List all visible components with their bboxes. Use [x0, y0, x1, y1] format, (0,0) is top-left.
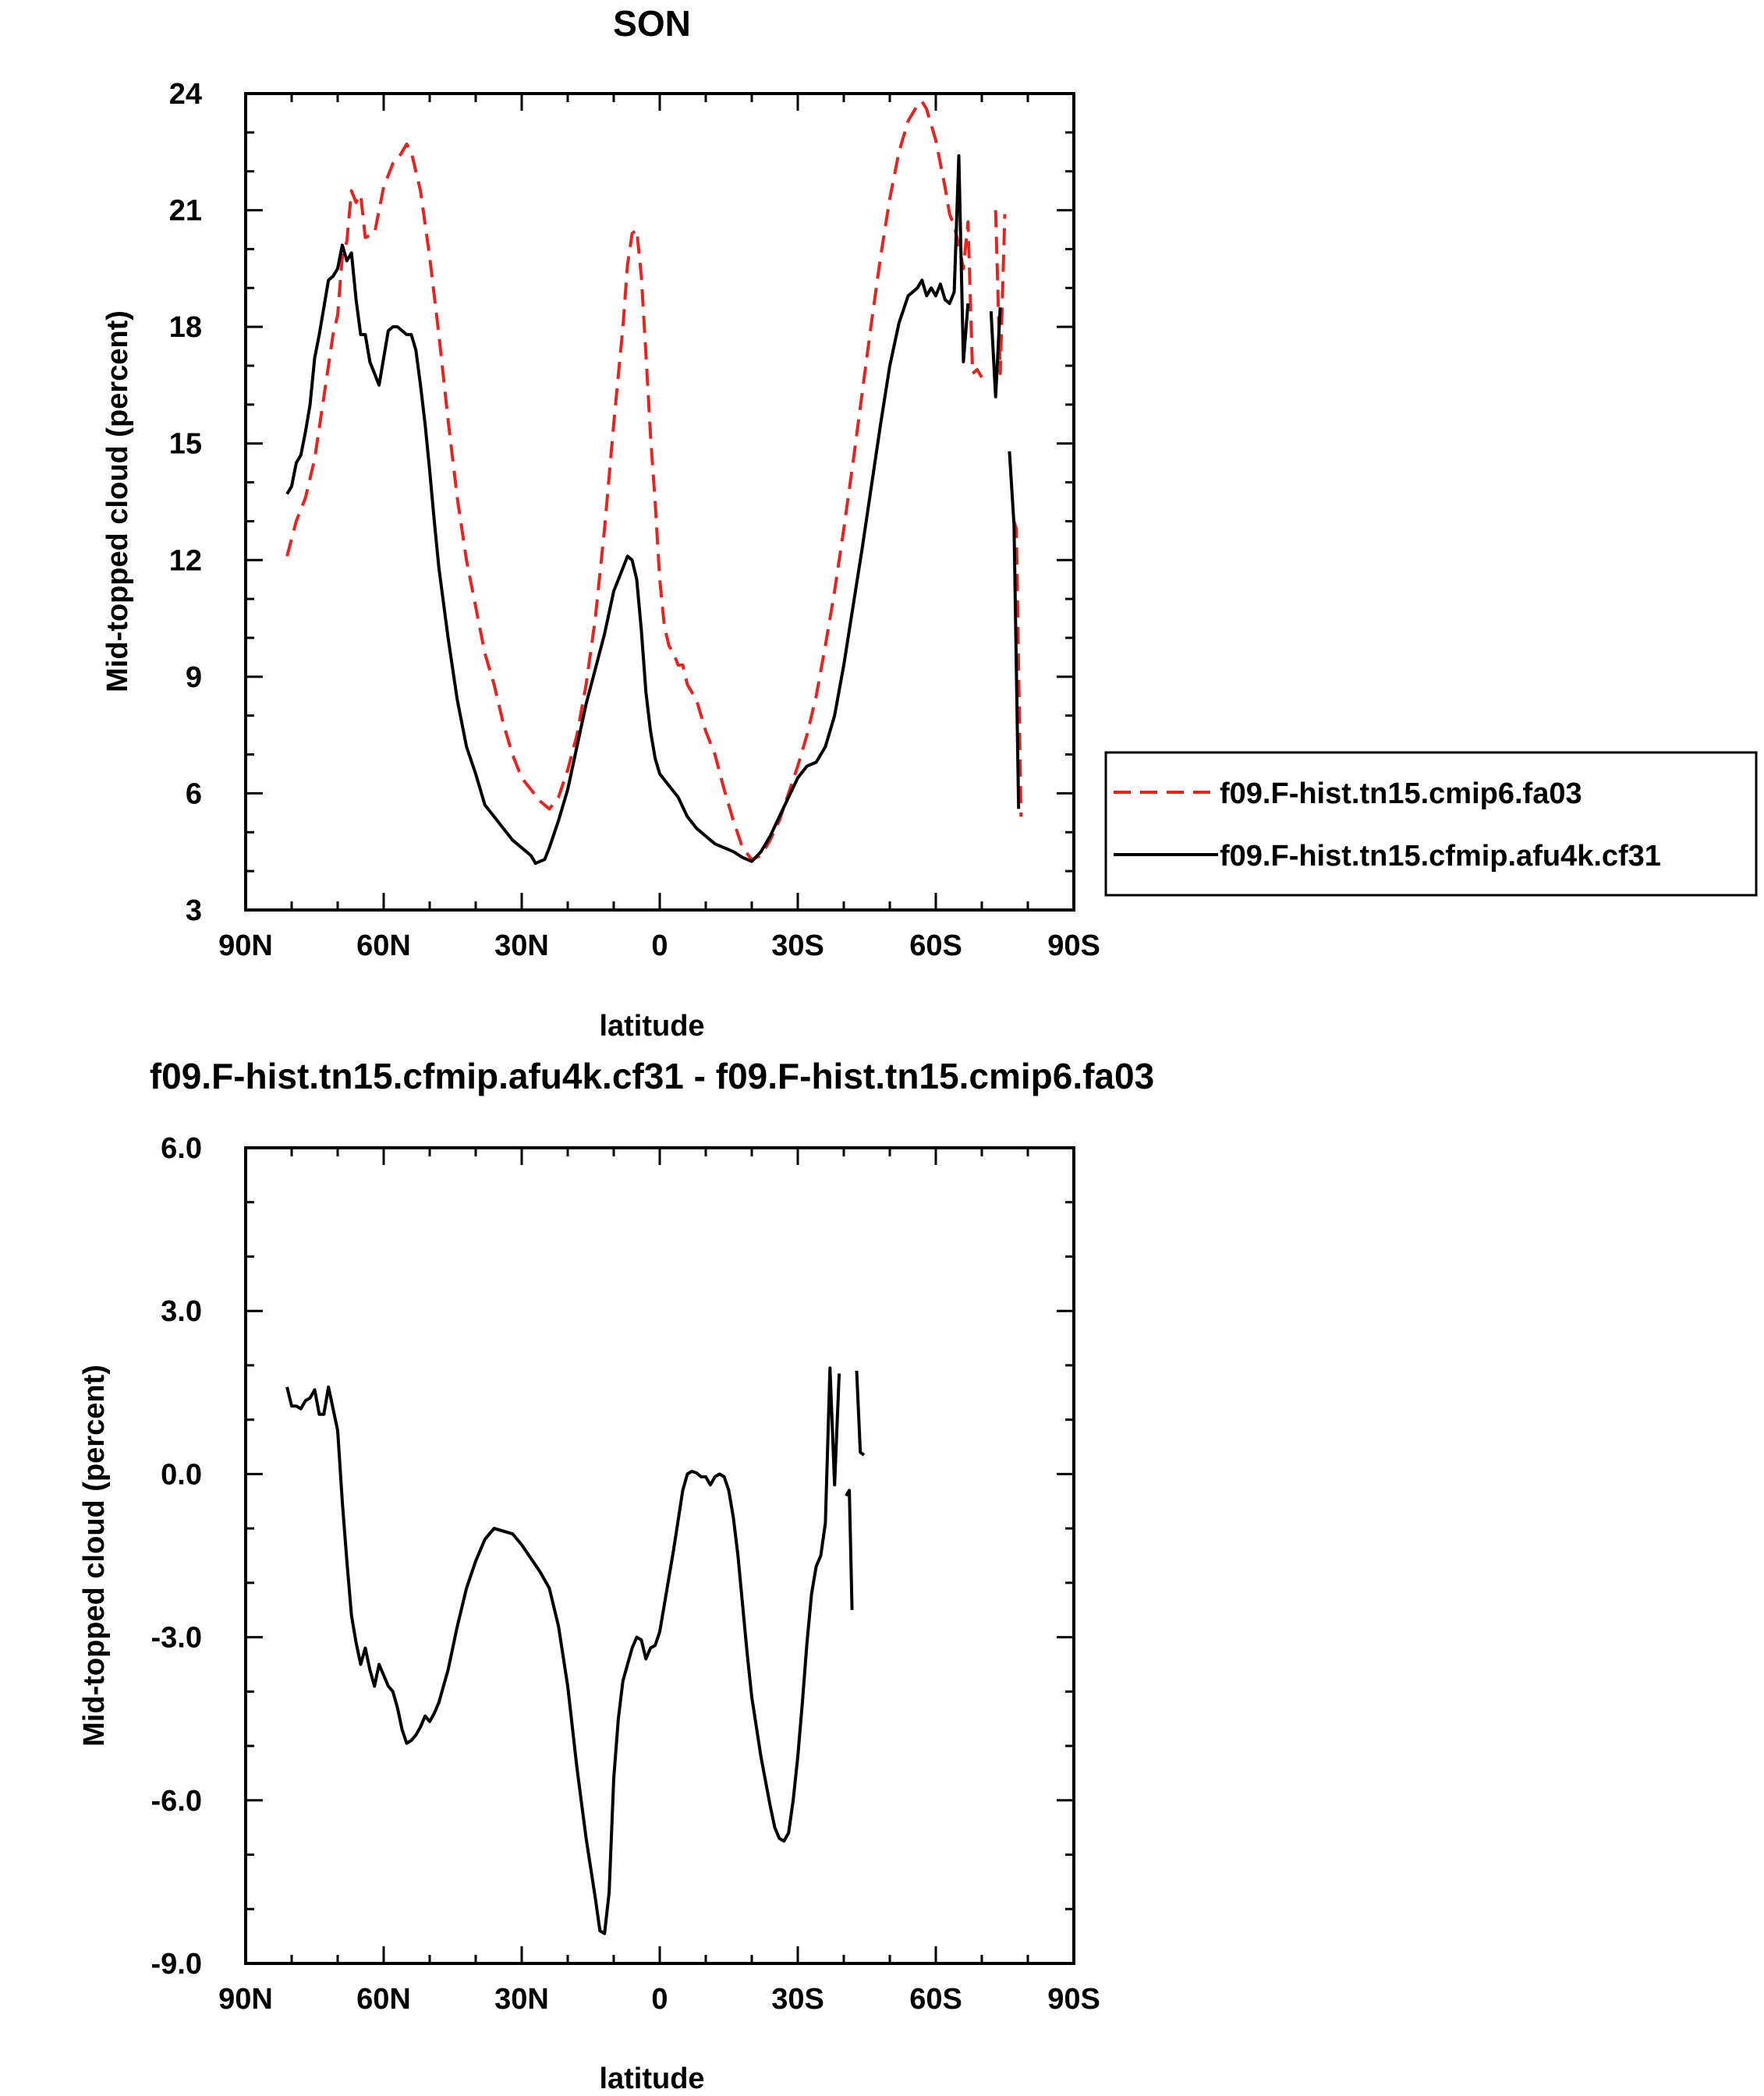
top-y-tick-label: 18	[169, 311, 202, 344]
top-series-line-0	[285, 100, 983, 862]
legend-label-cf31: f09.F-hist.tn15.cfmip.afu4k.cf31	[1220, 840, 1661, 873]
bottom-x-axis-label: latitude	[599, 2062, 704, 2095]
bottom-x-tick-label: 60S	[909, 1983, 962, 2016]
bottom-series-line-0	[845, 1489, 854, 1610]
top-y-tick-label: 15	[169, 428, 202, 461]
bottom-plot-frame	[244, 1146, 1075, 1965]
top-y-tick-label: 24	[169, 78, 202, 111]
top-x-tick-label: 60S	[909, 929, 962, 962]
top-ticks: 90N 60N 30N 0 30S 60S 90S 3 6 9 12 15 18 21 24	[169, 78, 1100, 962]
top-y-tick-label: 6	[186, 777, 202, 810]
top-chart: SON 90N 60N 30N 0 30S 60S 90S 3 6 9 12 15 18 21 24 lat…	[101, 3, 1758, 1043]
legend-label-fa03: f09.F-hist.tn15.cmip6.fa03	[1220, 777, 1582, 810]
bottom-series	[285, 1366, 866, 1935]
bottom-chart-title: f09.F-hist.tn15.cfmip.afu4k.cf31 - f09.F…	[150, 1056, 1154, 1096]
top-series-line-0	[994, 210, 1007, 375]
bottom-y-tick-label: 3.0	[161, 1295, 202, 1328]
bottom-y-tick-label: -6.0	[151, 1785, 202, 1818]
top-series	[285, 100, 1023, 866]
bottom-chart: f09.F-hist.tn15.cfmip.afu4k.cf31 - f09.F…	[78, 1056, 1154, 2095]
bottom-y-axis-label: Mid-topped cloud (percent)	[78, 1365, 111, 1747]
bottom-x-tick-label: 90N	[218, 1983, 273, 2016]
bottom-x-tick-label: 90S	[1047, 1983, 1100, 2016]
bottom-y-tick-label: 0.0	[161, 1458, 202, 1491]
top-chart-title: SON	[613, 3, 691, 44]
bottom-x-tick-label: 30N	[494, 1983, 549, 2016]
bottom-x-tick-label: 60N	[356, 1983, 411, 2016]
legend: f09.F-hist.tn15.cmip6.fa03 f09.F-hist.tn…	[1104, 751, 1758, 897]
top-x-tick-label: 90N	[218, 929, 273, 962]
bottom-ticks: 90N 60N 30N 0 30S 60S 90S -9.0 -6.0 -3.0 0.0 3.0 6.0	[151, 1132, 1100, 2016]
top-y-axis-label: Mid-topped cloud (percent)	[101, 310, 134, 692]
bottom-y-tick-label: 6.0	[161, 1132, 202, 1165]
bottom-x-tick-label: 0	[651, 1983, 668, 2016]
bottom-series-line-0	[285, 1366, 841, 1935]
bottom-series-line-0	[855, 1370, 866, 1457]
top-y-tick-label: 12	[169, 544, 202, 577]
bottom-x-tick-label: 30S	[771, 1983, 824, 2016]
top-series-line-1	[989, 307, 1002, 398]
legend-box	[1104, 751, 1758, 897]
bottom-y-tick-label: -3.0	[151, 1622, 202, 1655]
top-x-tick-label: 0	[651, 929, 668, 962]
bottom-y-tick-label: -9.0	[151, 1948, 202, 1981]
top-x-axis-label: latitude	[599, 1010, 704, 1043]
top-x-tick-label: 30S	[771, 929, 824, 962]
top-y-tick-label: 3	[186, 894, 202, 927]
top-x-tick-label: 60N	[356, 929, 411, 962]
top-x-tick-label: 30N	[494, 929, 549, 962]
top-y-tick-label: 21	[169, 195, 202, 228]
top-y-tick-label: 9	[186, 661, 202, 694]
top-series-line-1	[1008, 451, 1021, 809]
top-series-line-1	[285, 154, 970, 866]
top-x-tick-label: 90S	[1047, 929, 1100, 962]
